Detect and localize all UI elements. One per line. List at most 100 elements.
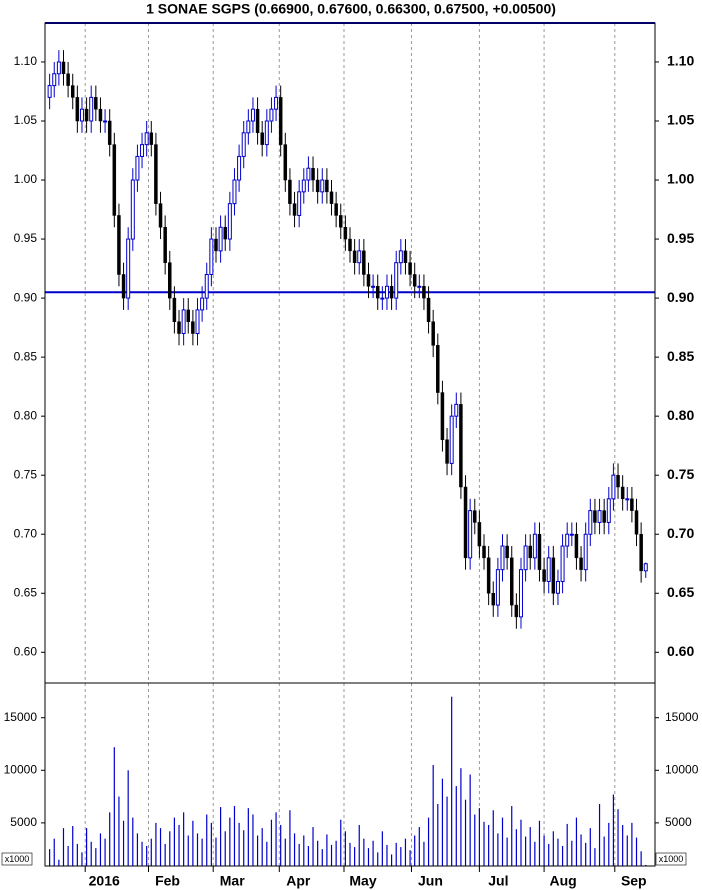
volume-bar [561,846,564,866]
volume-bar [455,786,457,866]
volume-bar [571,840,573,866]
grid: 0.60 0.60 0.65 0.65 0.70 0.70 0.75 0.75 0.80 0.80… [4,23,699,889]
y-tick-label: 0.70 [14,526,38,540]
x-tick-label: Feb [155,873,180,889]
volume-bar [293,833,296,866]
volume-bar [215,837,217,866]
candle-body [546,557,551,582]
candle-body [542,569,546,582]
candle-body [518,569,523,618]
candle-body [537,533,542,570]
volume-bar [534,841,536,866]
volume-bar [122,820,125,866]
candle-body [473,510,477,523]
y2-unit: x1000 [5,854,30,864]
candle-body [154,144,158,204]
candle-body [362,250,366,275]
candle-body [66,73,70,86]
candle-body [357,250,362,264]
candle-body [301,179,306,193]
candle-body [588,510,593,535]
candle-body [232,179,237,205]
candle-body [343,227,348,240]
candle-body [514,604,519,618]
volume-bar [585,842,587,866]
volume-bar [173,817,175,866]
candle-body [61,61,66,75]
candle-body [98,108,103,122]
marks [45,22,655,866]
volume-bar [589,828,591,866]
volume-bar [284,838,286,866]
volume-bar [617,809,619,866]
volume-bar [330,844,333,866]
volume-bar [201,838,203,866]
candle-body [528,545,532,559]
candle-body [191,321,195,334]
candle-body [616,474,620,488]
y-tick-label: 1.05 [14,113,38,127]
candle-body [459,404,463,488]
candle-body [574,533,579,559]
candle-body [375,286,380,299]
volume-bar [307,846,310,866]
candle-body [426,297,431,322]
volume-bar [220,807,222,866]
candle-body [625,498,630,501]
x-tick-label: 2016 [89,873,120,889]
volume-bar [303,835,305,866]
volume-bar [386,844,388,866]
candle-body [339,215,343,228]
candle-body [241,132,246,157]
volume-bar [58,859,60,866]
volume-bar [298,843,300,866]
y-tick-label: 1.10 [14,54,38,68]
candle-body [551,557,556,594]
candle-body [523,545,528,571]
volume-bar [427,817,430,866]
candle-body [117,215,121,275]
y-tick-label-right: 0.80 [667,407,694,423]
candle-body [177,321,181,334]
candle-body [126,238,131,299]
volume-bar [164,843,166,866]
volume-bar [224,831,226,866]
volume-bar [155,822,157,866]
candle-body [186,309,191,322]
volume-bar [525,836,527,866]
volume-bar [159,828,162,866]
volume-bar [261,828,263,866]
candle-body [274,96,279,110]
candle-body [168,262,172,299]
volume-bar [580,834,582,866]
candle-body [495,569,500,606]
candle-body [408,262,412,275]
candle-body [255,108,260,134]
candle-body [371,285,376,288]
volume-bar [511,806,513,866]
volume-bar [132,817,134,866]
candle-body [135,155,140,181]
y2-tick-label-right: 15000 [665,710,699,724]
candle-body [306,167,311,181]
candle-body [56,61,61,75]
volume-bar [506,837,508,866]
volume-bar [414,835,416,866]
volume-bar [418,827,420,866]
candle-body [606,498,611,523]
volume-bar [529,827,531,866]
volume-bar [501,817,504,866]
volume-bar [469,774,471,866]
volume-bar [104,838,106,866]
volume-bar [363,838,365,866]
candle-body [283,144,288,181]
volume-bar [464,799,467,866]
y2-tick-label-right: 10000 [665,762,699,776]
volume-bar [612,794,615,866]
y2-tick-label-right: 5000 [665,815,692,829]
volume-bar [113,747,115,866]
volume-bar [349,842,351,866]
candle-body [454,403,459,417]
x-tick-label: Jul [488,873,508,889]
y-tick-label-right: 0.95 [667,230,694,246]
